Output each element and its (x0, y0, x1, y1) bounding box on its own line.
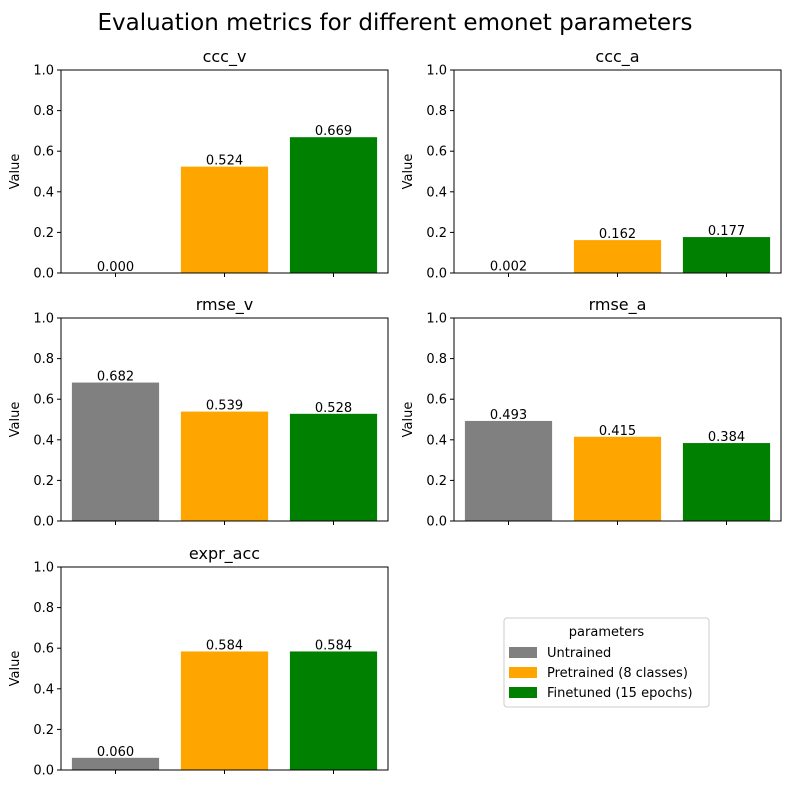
legend: parameters Untrained Pretrained (8 classes… (503, 617, 710, 708)
y-tick-label: 1.0 (426, 312, 447, 327)
y-tick-label: 0.8 (426, 352, 447, 367)
y-axis-label: Value (401, 402, 416, 438)
subplot-title: ccc_v (203, 47, 247, 67)
figure-title: Evaluation metrics for different emonet … (97, 10, 692, 36)
bar-value-label: 0.584 (315, 638, 352, 653)
bar-2 (180, 411, 269, 521)
axes-frame (60, 317, 389, 522)
y-tick-label: 0.8 (33, 601, 54, 616)
bar-1 (71, 382, 160, 521)
y-tick-label: 0.4 (33, 433, 54, 448)
bar-3 (289, 413, 378, 521)
bar-3 (682, 237, 771, 273)
legend-entry: Pretrained (8 classes) (547, 666, 688, 681)
bar-value-label: 0.384 (708, 430, 745, 445)
axes-frame (453, 317, 782, 522)
y-tick-label: 0.6 (33, 642, 54, 657)
legend-title: parameters (569, 625, 645, 640)
bar-value-label: 0.682 (97, 370, 134, 385)
bar-value-label: 0.669 (315, 124, 352, 139)
y-axis-label: Value (8, 402, 23, 438)
y-tick-label: 0.2 (33, 226, 54, 241)
bar-value-label: 0.000 (97, 260, 134, 275)
y-tick-label: 0.0 (33, 764, 54, 779)
legend-box (503, 617, 710, 708)
y-tick-label: 0.0 (33, 515, 54, 530)
y-tick-label: 0.4 (426, 433, 447, 448)
subplot-title: expr_acc (189, 544, 260, 564)
y-tick-label: 0.0 (426, 267, 447, 282)
bar-1 (464, 420, 553, 521)
legend-entry: Untrained (547, 646, 611, 661)
y-tick-label: 0.8 (33, 352, 54, 367)
y-tick-label: 0.8 (33, 104, 54, 119)
y-tick-label: 0.4 (33, 682, 54, 697)
bar-3 (289, 137, 378, 273)
y-tick-label: 1.0 (33, 64, 54, 79)
y-tick-label: 1.0 (33, 561, 54, 576)
y-tick-label: 0.4 (426, 185, 447, 200)
y-tick-label: 0.4 (33, 185, 54, 200)
bar-2 (180, 166, 269, 273)
bar-value-label: 0.177 (708, 224, 745, 239)
bar-2 (180, 651, 269, 770)
chart-panel-rmse_a: rmse_a 0.493 0.415 0.384 0.0 0.2 0.4 0.6 0.8 1.0 V… (401, 295, 782, 530)
y-tick-label: 0.6 (33, 393, 54, 408)
chart-panel-ccc_a: ccc_a 0.002 0.162 0.177 0.0 0.2 0.4 0.6 0.8 1.0 Va… (401, 47, 782, 282)
y-tick-label: 0.0 (33, 267, 54, 282)
legend-swatch (509, 647, 537, 658)
y-tick-label: 0.6 (33, 145, 54, 160)
y-tick-label: 0.2 (426, 474, 447, 489)
y-tick-label: 0.2 (33, 474, 54, 489)
bar-3 (289, 651, 378, 770)
bar-value-label: 0.002 (490, 260, 527, 275)
y-axis-label: Value (401, 154, 416, 190)
bar-value-label: 0.415 (599, 424, 636, 439)
axes-frame (60, 566, 389, 771)
legend-swatch (509, 667, 537, 678)
bar-value-label: 0.528 (315, 401, 352, 416)
bar-2 (573, 436, 662, 521)
axes-frame (453, 69, 782, 274)
y-tick-label: 0.0 (426, 515, 447, 530)
bar-value-label: 0.162 (599, 227, 636, 242)
y-tick-label: 0.2 (426, 226, 447, 241)
chart-panel-rmse_v: rmse_v 0.682 0.539 0.528 0.0 0.2 0.4 0.6 0.8 1.0 V… (8, 295, 389, 530)
legend-entry: Finetuned (15 epochs) (547, 686, 693, 701)
bar-value-label: 0.493 (490, 408, 527, 423)
bar-value-label: 0.584 (206, 638, 243, 653)
axes-frame (60, 69, 389, 274)
y-tick-label: 0.6 (426, 145, 447, 160)
y-tick-label: 0.2 (33, 723, 54, 738)
subplot-title: ccc_a (595, 47, 639, 67)
subplot-title: rmse_a (589, 295, 647, 315)
legend-swatch (509, 687, 537, 698)
subplot-title: rmse_v (196, 295, 254, 315)
y-tick-label: 1.0 (33, 312, 54, 327)
bar-value-label: 0.524 (206, 154, 243, 169)
bar-1 (71, 757, 160, 770)
bar-value-label: 0.539 (206, 399, 243, 414)
bar-2 (573, 240, 662, 273)
chart-panel-expr_acc: expr_acc 0.060 0.584 0.584 0.0 0.2 0.4 0.6 0.8 1.… (8, 544, 389, 779)
y-tick-label: 0.6 (426, 393, 447, 408)
y-tick-label: 0.8 (426, 104, 447, 119)
y-tick-label: 1.0 (426, 64, 447, 79)
chart-panel-ccc_v: ccc_v 0.000 0.524 0.669 0.0 0.2 0.4 0.6 0.8 1.0 Va… (8, 47, 389, 282)
y-axis-label: Value (8, 651, 23, 687)
bar-3 (682, 443, 771, 521)
y-axis-label: Value (8, 154, 23, 190)
bar-value-label: 0.060 (97, 745, 134, 760)
